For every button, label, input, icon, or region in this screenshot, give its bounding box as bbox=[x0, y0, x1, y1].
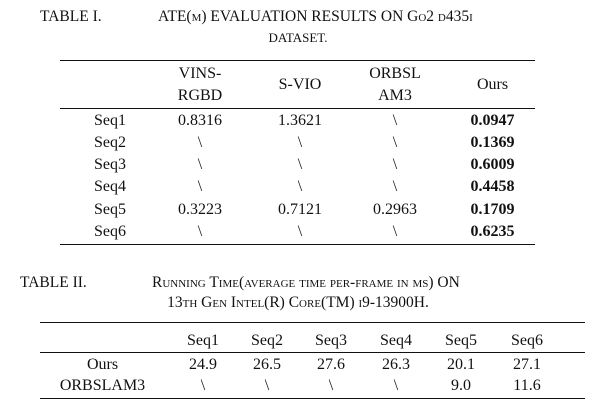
table-2-header: Seq5 bbox=[445, 332, 477, 349]
table-1: TABLE I. ATE(m) EVALUATION RESULTS ON Go… bbox=[40, 8, 535, 245]
table-2-header: Seq3 bbox=[315, 332, 347, 349]
table-1-row-label: Seq3 bbox=[94, 156, 126, 173]
table-2-header: Seq2 bbox=[251, 332, 283, 349]
table-2-top-rule bbox=[40, 322, 585, 323]
table-1-cell-ours: 0.4458 bbox=[470, 178, 515, 195]
table-1-cell: \ bbox=[197, 156, 203, 173]
table-1-header: VINS- bbox=[178, 65, 222, 82]
table-1-cell: \ bbox=[297, 178, 303, 195]
table-2-label: TABLE II. bbox=[20, 274, 87, 291]
table-2-header-rule bbox=[40, 352, 585, 353]
table-1-cell: 0.8316 bbox=[178, 112, 222, 129]
table-1-header: AM3 bbox=[378, 87, 412, 104]
table-1-label: TABLE I. bbox=[40, 8, 102, 25]
table-1-cell-ours: 0.1709 bbox=[470, 201, 515, 218]
table-2-cell: 24.9 bbox=[189, 356, 217, 373]
table-2-row-label: ORBSLAM3 bbox=[59, 377, 146, 394]
table-2-cell: 11.6 bbox=[513, 377, 541, 394]
table-2-cell: \ bbox=[200, 377, 206, 394]
table-2-cell: \ bbox=[328, 377, 334, 394]
table-1-cell: \ bbox=[392, 112, 398, 129]
table-1-top-rule bbox=[60, 60, 535, 61]
table-2-header: Seq6 bbox=[511, 332, 543, 349]
table-1-cell: 0.3223 bbox=[178, 201, 222, 218]
table-1-row-label: Seq1 bbox=[94, 112, 126, 129]
table-2: TABLE II. Running Time(average time per-… bbox=[0, 260, 596, 401]
table-2-cell: \ bbox=[264, 377, 270, 394]
table-1-cell: \ bbox=[392, 134, 398, 151]
table-2-cell: 27.1 bbox=[513, 356, 541, 373]
table-1-row-label: Seq4 bbox=[94, 178, 126, 195]
table-1-row-label: Seq2 bbox=[94, 134, 126, 151]
table-2-row-label: Ours bbox=[86, 356, 119, 373]
table-2-header: Seq4 bbox=[380, 332, 412, 349]
table-1-bottom-rule bbox=[60, 244, 535, 245]
table-2-cell: 27.6 bbox=[317, 356, 345, 373]
table-1-cell: 0.7121 bbox=[278, 201, 322, 218]
table-1-cell-ours: 0.0947 bbox=[470, 112, 515, 129]
table-2-title-continued: 13th Gen Intel(R) Core(TM) i9-13900H. bbox=[167, 294, 429, 311]
table-1-header: RGBD bbox=[177, 87, 223, 104]
table-2-cell: 26.3 bbox=[382, 356, 410, 373]
table-2-cell: \ bbox=[393, 377, 399, 394]
table-1-cell: \ bbox=[297, 223, 303, 240]
table-1-cell: \ bbox=[197, 223, 203, 240]
table-2-title: Running Time(average time per-frame in m… bbox=[152, 274, 460, 291]
table-1-cell: \ bbox=[197, 178, 203, 195]
table-1-header: ORBSL bbox=[369, 65, 421, 82]
table-2-cell: 9.0 bbox=[451, 377, 471, 394]
table-1-cell: 0.2963 bbox=[373, 201, 417, 218]
table-1-title-continued: DATASET. bbox=[268, 30, 328, 45]
table-1-title: ATE(m) EVALUATION RESULTS ON Go2 d435i bbox=[158, 8, 473, 25]
table-1-cell-ours: 0.6235 bbox=[470, 223, 515, 240]
table-1-cell: \ bbox=[297, 156, 303, 173]
table-2-bottom-rule bbox=[40, 398, 585, 399]
table-1-cell: \ bbox=[197, 134, 203, 151]
table-1-cell: \ bbox=[392, 156, 398, 173]
table-1-header-rule bbox=[60, 108, 535, 109]
table-1-row-label: Seq6 bbox=[94, 223, 126, 240]
table-1-header: Ours bbox=[476, 76, 509, 93]
table-2-header: Seq1 bbox=[187, 332, 219, 349]
table-1-row-label: Seq5 bbox=[94, 201, 126, 218]
table-1-cell-ours: 0.6009 bbox=[470, 156, 515, 173]
table-1-cell-ours: 0.1369 bbox=[470, 134, 515, 151]
table-2-cell: 26.5 bbox=[253, 356, 281, 373]
table-1-header: S-VIO bbox=[278, 76, 322, 93]
table-1-cell: \ bbox=[297, 134, 303, 151]
table-2-cell: 20.1 bbox=[447, 356, 475, 373]
table-1-cell: \ bbox=[392, 178, 398, 195]
table-1-cell: \ bbox=[392, 223, 398, 240]
table-1-cell: 1.3621 bbox=[278, 112, 322, 129]
